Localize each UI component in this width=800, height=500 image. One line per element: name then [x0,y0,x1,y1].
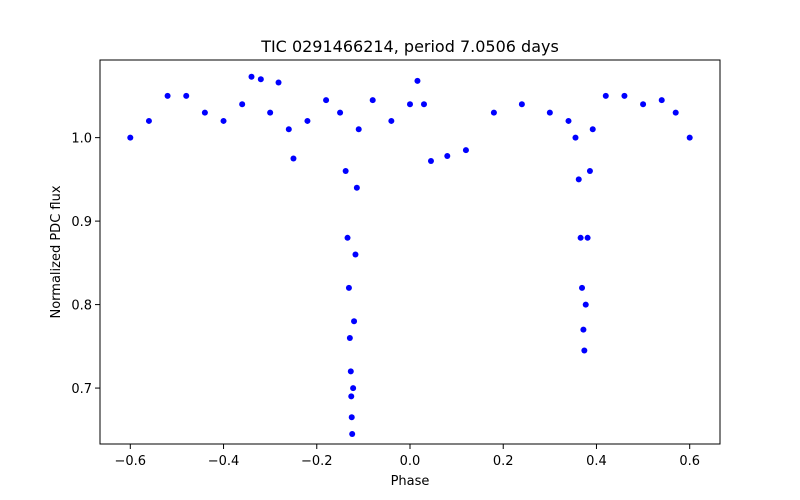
data-point [275,79,282,86]
y-axis-ticks: 0.7 0.8 0.9 1.0 [71,132,100,397]
data-point [640,101,647,108]
data-point [350,385,357,392]
data-point [407,101,413,108]
data-point [344,234,351,241]
data-point [589,126,596,133]
data-point [239,101,246,108]
data-points [127,73,693,437]
data-point [490,109,497,116]
y-tick-label: 1.0 [71,132,92,147]
x-axis-label: Phase [391,474,430,489]
data-point [672,109,679,116]
data-point [127,134,134,141]
y-tick-label: 0.8 [71,299,92,314]
data-point [352,251,359,258]
data-point [290,155,297,162]
data-point [369,97,376,104]
data-point [345,284,352,291]
x-tick-label: 0.2 [493,454,514,469]
data-point [462,147,469,154]
data-point [201,109,208,116]
data-point [577,234,584,241]
data-point [572,134,579,141]
data-point [337,109,344,116]
data-point [267,109,274,116]
data-point [347,368,354,375]
data-point [248,73,255,80]
data-point [348,414,355,421]
x-tick-label: −0.4 [208,454,240,469]
x-tick-label: −0.6 [115,454,147,469]
data-point [580,326,587,333]
data-point [145,117,152,124]
data-point [602,92,609,99]
data-point [257,76,264,83]
data-point [323,97,330,104]
data-point [586,168,593,175]
data-point [546,109,553,116]
data-point [388,117,395,124]
data-point [581,347,588,354]
x-tick-label: −0.2 [301,454,333,469]
data-point [304,117,311,124]
data-point [346,334,353,341]
data-point [183,92,190,99]
data-point [420,101,427,108]
data-point [351,318,358,325]
data-point [164,92,171,99]
y-tick-label: 0.9 [71,215,92,230]
data-point [579,284,586,291]
data-point [575,176,582,183]
data-point [658,97,665,104]
data-point [565,117,572,124]
data-point [444,153,451,159]
data-point [353,184,360,191]
data-point [427,158,434,165]
data-point [686,134,693,141]
data-point [348,393,355,400]
x-axis-ticks: −0.6 −0.4 −0.2 0.0 0.2 0.4 0.6 [115,444,700,469]
data-point [349,430,356,437]
y-tick-label: 0.7 [71,382,92,397]
data-point [414,77,421,84]
data-point [582,301,589,308]
data-point [220,117,227,124]
x-tick-label: 0.6 [679,454,700,469]
data-point [621,92,628,99]
x-tick-label: 0.4 [586,454,607,469]
x-tick-label: 0.0 [400,454,421,469]
y-axis-label: Normalized PDC flux [49,185,64,318]
data-point [518,101,525,108]
data-point [285,126,292,133]
chart-title: TIC 0291466214, period 7.0506 days [260,37,559,56]
data-point [355,126,362,133]
data-point [342,168,349,175]
data-point [584,234,591,241]
